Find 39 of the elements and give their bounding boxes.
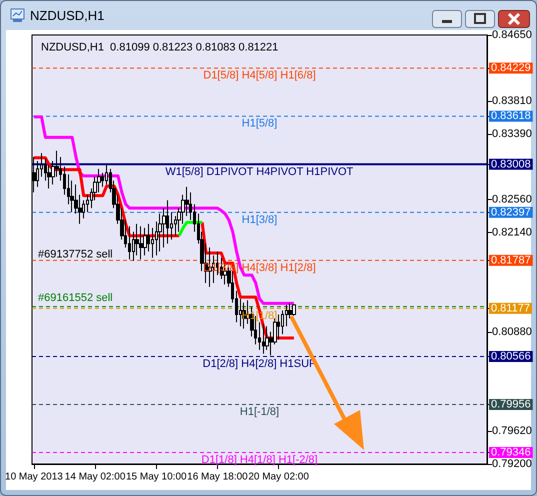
ref-line-label: D1[5/8] H4[5/8] H1[6/8] [203,70,316,82]
text: NZDUSD,H1 0.81099 0.81223 0.81083 0.81221 [41,42,278,54]
y-tick-label: 0.83008 [491,158,531,170]
candlestick [292,304,296,316]
ref-line-label: D1[3/8] H4[3/8] H1[2/8] [203,262,316,274]
candlestick [262,323,265,354]
ref-line-label: H1[-1/8] [240,406,280,418]
y-tick-label: 0.82140 [489,226,532,239]
ref-line-label: #69161552 sell [38,292,113,304]
x-tick-label: 15 May 10:00 [126,472,187,482]
y-tick-label: 0.82397 [491,206,531,218]
y-tick-label: 0.79620 [489,424,532,437]
x-tick-label: 16 May 18:00 [187,472,248,482]
ref-line-label: H1[3/8] [242,214,278,226]
chart-title: NZDUSD,H1 [30,8,104,23]
y-tick-label: 0.79956 [491,398,531,410]
y-tick-label: 0.79346 [491,446,531,459]
y-tick-label: 0.79200 [489,458,532,470]
y-tick-label: 0.80566 [491,350,531,362]
ref-line-label: H1[5/8] [242,118,278,130]
y-tick-label: 0.84650 [489,29,532,41]
x-tick-label: 10 May 2013 [5,472,64,482]
candlestick [277,314,280,340]
candlestick [166,200,169,244]
candlestick [143,227,147,256]
ref-line-label: W1[5/8] D1PIVOT H4PIVOT H1PIVOT [165,166,354,178]
x-tick-label: 14 May 02:00 [64,472,126,482]
y-tick-label: 0.80880 [489,326,532,338]
y-tick-label: 0.82560 [489,194,532,206]
y-tick-label: 0.81787 [491,254,531,266]
annotation: #69137752 sell [38,248,113,260]
x-tick-label: 20 May 02:00 [248,472,310,482]
y-tick-label: 0.83618 [491,110,531,122]
y-tick-label: 0.83390 [489,128,532,140]
y-tick-label: 0.83810 [489,95,532,108]
y-tick-label: 0.84229 [491,62,531,74]
y-tick-label: 0.81177 [491,302,530,314]
ref-line-label: D1[1/8] H4[1/8] H1[-2/8] [201,454,318,466]
candlestick [139,226,143,260]
